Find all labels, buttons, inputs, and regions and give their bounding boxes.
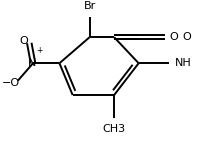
Text: NH: NH xyxy=(175,58,191,68)
Text: Br: Br xyxy=(84,1,96,11)
Text: N: N xyxy=(28,58,36,68)
Text: −O: −O xyxy=(2,78,20,88)
Text: O: O xyxy=(182,32,191,42)
Text: O: O xyxy=(170,32,179,42)
Text: O: O xyxy=(20,36,28,46)
Text: CH3: CH3 xyxy=(102,124,126,134)
Text: +: + xyxy=(36,46,42,55)
